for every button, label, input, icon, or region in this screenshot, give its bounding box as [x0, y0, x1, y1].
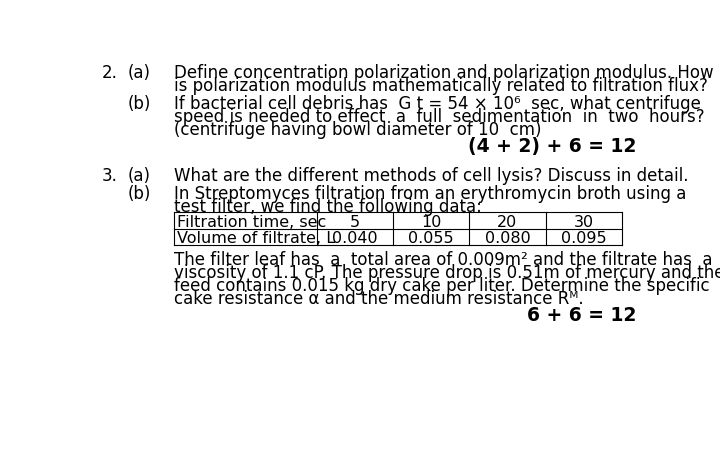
Text: In Streptomyces filtration from an erythromycin broth using a: In Streptomyces filtration from an eryth… — [174, 185, 686, 202]
Text: (4 + 2) + 6 = 12: (4 + 2) + 6 = 12 — [468, 137, 636, 156]
Text: 0.055: 0.055 — [408, 231, 454, 246]
Text: test filter, we find the following data:: test filter, we find the following data: — [174, 197, 482, 216]
Text: feed contains 0.015 kg dry cake per liter. Determine the specific: feed contains 0.015 kg dry cake per lite… — [174, 277, 709, 295]
Text: The filter leaf has  a  total area of 0.009m² and the filtrate has  a: The filter leaf has a total area of 0.00… — [174, 251, 712, 269]
Text: What are the different methods of cell lysis? Discuss in detail.: What are the different methods of cell l… — [174, 167, 688, 185]
Text: 10: 10 — [421, 215, 441, 230]
Text: 6 + 6 = 12: 6 + 6 = 12 — [527, 306, 636, 325]
Text: cake resistance α and the medium resistance Rᴹ.: cake resistance α and the medium resista… — [174, 290, 583, 308]
Text: 0.080: 0.080 — [485, 231, 531, 246]
Text: Volume of filtrate, L: Volume of filtrate, L — [177, 231, 335, 246]
Text: Define concentration polarization and polarization modulus. How: Define concentration polarization and po… — [174, 64, 714, 82]
Text: viscosity of 1.1 cP. The pressure drop is 0.51m of mercury and the: viscosity of 1.1 cP. The pressure drop i… — [174, 264, 720, 282]
Text: Filtration time, sec: Filtration time, sec — [177, 215, 326, 230]
Text: speed is needed to effect  a  full  sedimentation  in  two  hours?: speed is needed to effect a full sedimen… — [174, 108, 704, 126]
Text: If bacterial cell debris has  G t = 54 × 10⁶  sec, what centrifuge: If bacterial cell debris has G t = 54 × … — [174, 94, 701, 113]
Text: is polarization modulus mathematically related to filtration flux?: is polarization modulus mathematically r… — [174, 77, 708, 95]
Text: 5: 5 — [350, 215, 360, 230]
Text: (a): (a) — [127, 64, 150, 82]
Text: (b): (b) — [127, 185, 150, 202]
Text: 0.095: 0.095 — [561, 231, 606, 246]
Text: 0.040: 0.040 — [333, 231, 378, 246]
Text: (centrifuge having bowl diameter of 10  cm): (centrifuge having bowl diameter of 10 c… — [174, 121, 541, 139]
Text: 30: 30 — [574, 215, 594, 230]
Text: 3.: 3. — [102, 167, 117, 185]
Text: (b): (b) — [127, 94, 150, 113]
Text: 2.: 2. — [102, 64, 117, 82]
Text: (a): (a) — [127, 167, 150, 185]
Text: 20: 20 — [498, 215, 518, 230]
